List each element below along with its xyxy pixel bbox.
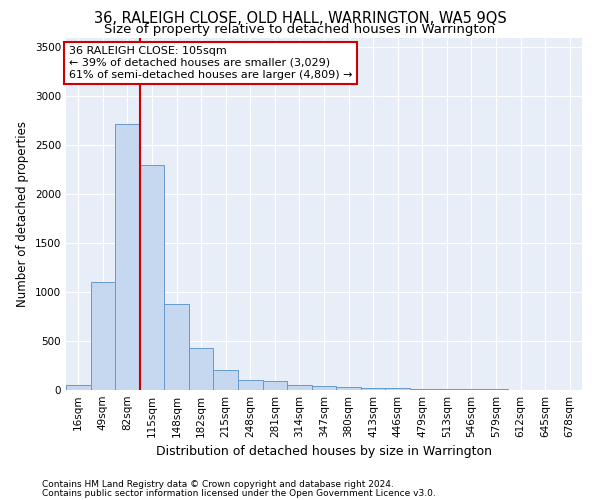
Bar: [263, 381, 287, 390]
Bar: [434, 389, 459, 390]
Text: 36 RALEIGH CLOSE: 105sqm
← 39% of detached houses are smaller (3,029)
61% of sem: 36 RALEIGH CLOSE: 105sqm ← 39% of detach…: [68, 46, 352, 80]
Bar: [459, 389, 484, 390]
Text: Size of property relative to detached houses in Warrington: Size of property relative to detached ho…: [104, 22, 496, 36]
Bar: [287, 384, 312, 390]
Bar: [164, 304, 189, 390]
Bar: [189, 348, 214, 390]
Bar: [115, 124, 140, 390]
Bar: [336, 387, 361, 390]
X-axis label: Distribution of detached houses by size in Warrington: Distribution of detached houses by size …: [156, 446, 492, 458]
Y-axis label: Number of detached properties: Number of detached properties: [16, 120, 29, 306]
Bar: [361, 388, 385, 390]
Text: Contains public sector information licensed under the Open Government Licence v3: Contains public sector information licen…: [42, 488, 436, 498]
Bar: [91, 282, 115, 390]
Bar: [385, 388, 410, 390]
Bar: [66, 385, 91, 390]
Bar: [410, 388, 434, 390]
Bar: [312, 386, 336, 390]
Bar: [238, 380, 263, 390]
Text: 36, RALEIGH CLOSE, OLD HALL, WARRINGTON, WA5 9QS: 36, RALEIGH CLOSE, OLD HALL, WARRINGTON,…: [94, 11, 506, 26]
Text: Contains HM Land Registry data © Crown copyright and database right 2024.: Contains HM Land Registry data © Crown c…: [42, 480, 394, 489]
Bar: [140, 165, 164, 390]
Bar: [214, 370, 238, 390]
